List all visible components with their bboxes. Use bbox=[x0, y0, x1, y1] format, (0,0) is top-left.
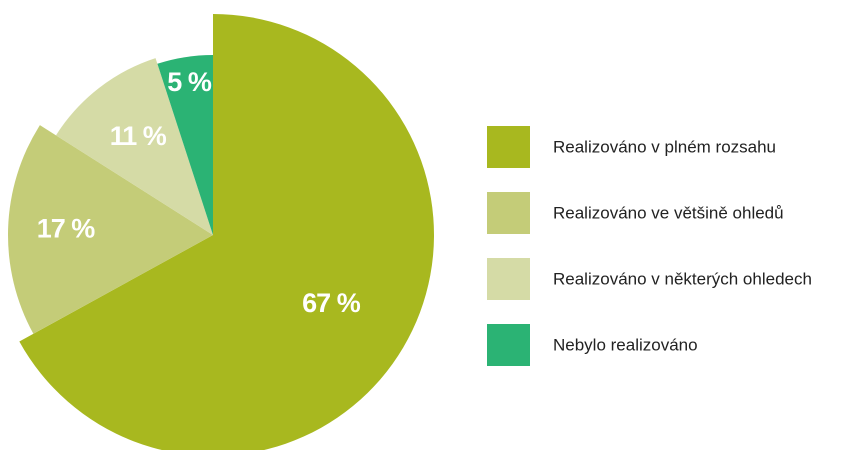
legend-label: Realizováno ve většině ohledů bbox=[553, 203, 784, 222]
legend-swatch bbox=[487, 192, 530, 234]
value-label: 17 % bbox=[37, 213, 96, 243]
legend-label: Realizováno v plném rozsahu bbox=[553, 137, 776, 156]
pie-slice bbox=[157, 55, 213, 235]
legend-label: Nebylo realizováno bbox=[553, 335, 698, 354]
pie-slice bbox=[8, 125, 214, 334]
value-label: 11 % bbox=[110, 121, 167, 151]
legend-swatch bbox=[487, 258, 530, 300]
value-label: 5 % bbox=[167, 67, 212, 97]
pie-slice bbox=[19, 14, 434, 450]
value-label: 67 % bbox=[302, 288, 361, 318]
legend-swatch bbox=[487, 126, 530, 168]
legend-swatch bbox=[487, 324, 530, 366]
pie-slice bbox=[55, 58, 214, 236]
legend-label: Realizováno v některých ohledech bbox=[553, 269, 812, 288]
